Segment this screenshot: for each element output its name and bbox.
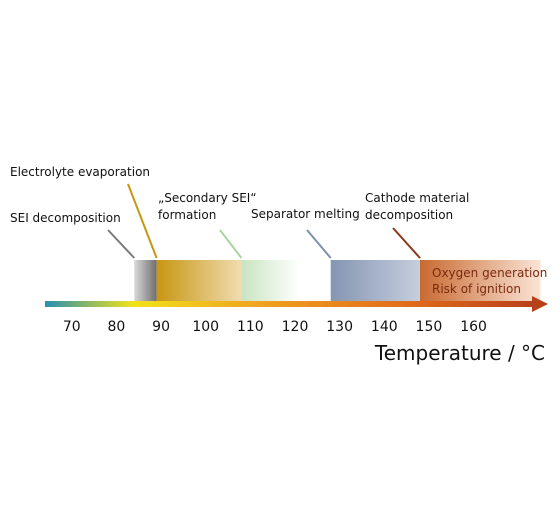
leader-line: [306, 229, 332, 259]
tick-label: 150: [416, 319, 443, 335]
tick-label: 130: [326, 319, 353, 335]
event-range: [134, 260, 157, 301]
tick-label: 90: [152, 319, 170, 335]
event-label: Electrolyte evaporation: [10, 165, 150, 179]
leader-line: [107, 229, 136, 259]
tick-label: 70: [63, 319, 81, 335]
hazard-label: Risk of ignition: [432, 282, 521, 296]
axis-title: Temperature / °C: [374, 341, 545, 365]
axis-bar: [45, 301, 535, 307]
event-label: SEI decomposition: [10, 211, 121, 225]
tick-label: 80: [108, 319, 126, 335]
event-label: Cathode material: [365, 191, 469, 205]
event-label: „Secondary SEI“: [158, 191, 257, 205]
tick-label: 110: [237, 319, 264, 335]
boxes: [134, 260, 541, 301]
event-label: decomposition: [365, 208, 453, 222]
leader-line: [219, 229, 243, 259]
leader-line: [392, 227, 421, 259]
hazard-label: Oxygen generation: [432, 266, 547, 280]
axis-arrowhead: [532, 296, 548, 312]
tick-label: 100: [192, 319, 219, 335]
tick-label: 140: [371, 319, 398, 335]
tick-label: 120: [282, 319, 309, 335]
event-range: [330, 260, 420, 301]
event-label: formation: [158, 208, 216, 222]
tick-label: 160: [460, 319, 487, 335]
event-label: Separator melting: [251, 207, 360, 221]
event-range: [156, 260, 242, 301]
event-range: [241, 260, 300, 301]
event-range: [420, 260, 541, 301]
leader-line: [127, 183, 158, 259]
